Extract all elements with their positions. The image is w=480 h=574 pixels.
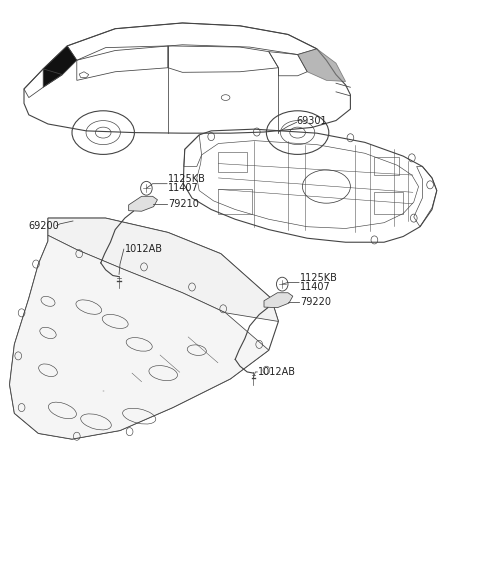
Text: 11407: 11407 [168, 183, 199, 193]
Polygon shape [43, 46, 77, 87]
Polygon shape [264, 293, 293, 308]
Bar [374, 157, 399, 175]
Polygon shape [129, 196, 157, 211]
Text: 1012AB: 1012AB [125, 244, 163, 254]
Polygon shape [10, 235, 269, 439]
Polygon shape [298, 49, 346, 82]
Text: 79220: 79220 [300, 297, 331, 307]
Bar [374, 192, 403, 214]
Bar [218, 189, 252, 214]
Polygon shape [48, 218, 278, 321]
Bar [218, 152, 247, 172]
Text: 79210: 79210 [168, 199, 199, 209]
Text: 1125KB: 1125KB [168, 174, 206, 184]
Text: 1125KB: 1125KB [300, 273, 338, 283]
Text: 1012AB: 1012AB [258, 367, 296, 377]
Text: 69301: 69301 [297, 115, 327, 126]
Text: 11407: 11407 [300, 282, 331, 292]
Text: 69200: 69200 [29, 220, 60, 231]
